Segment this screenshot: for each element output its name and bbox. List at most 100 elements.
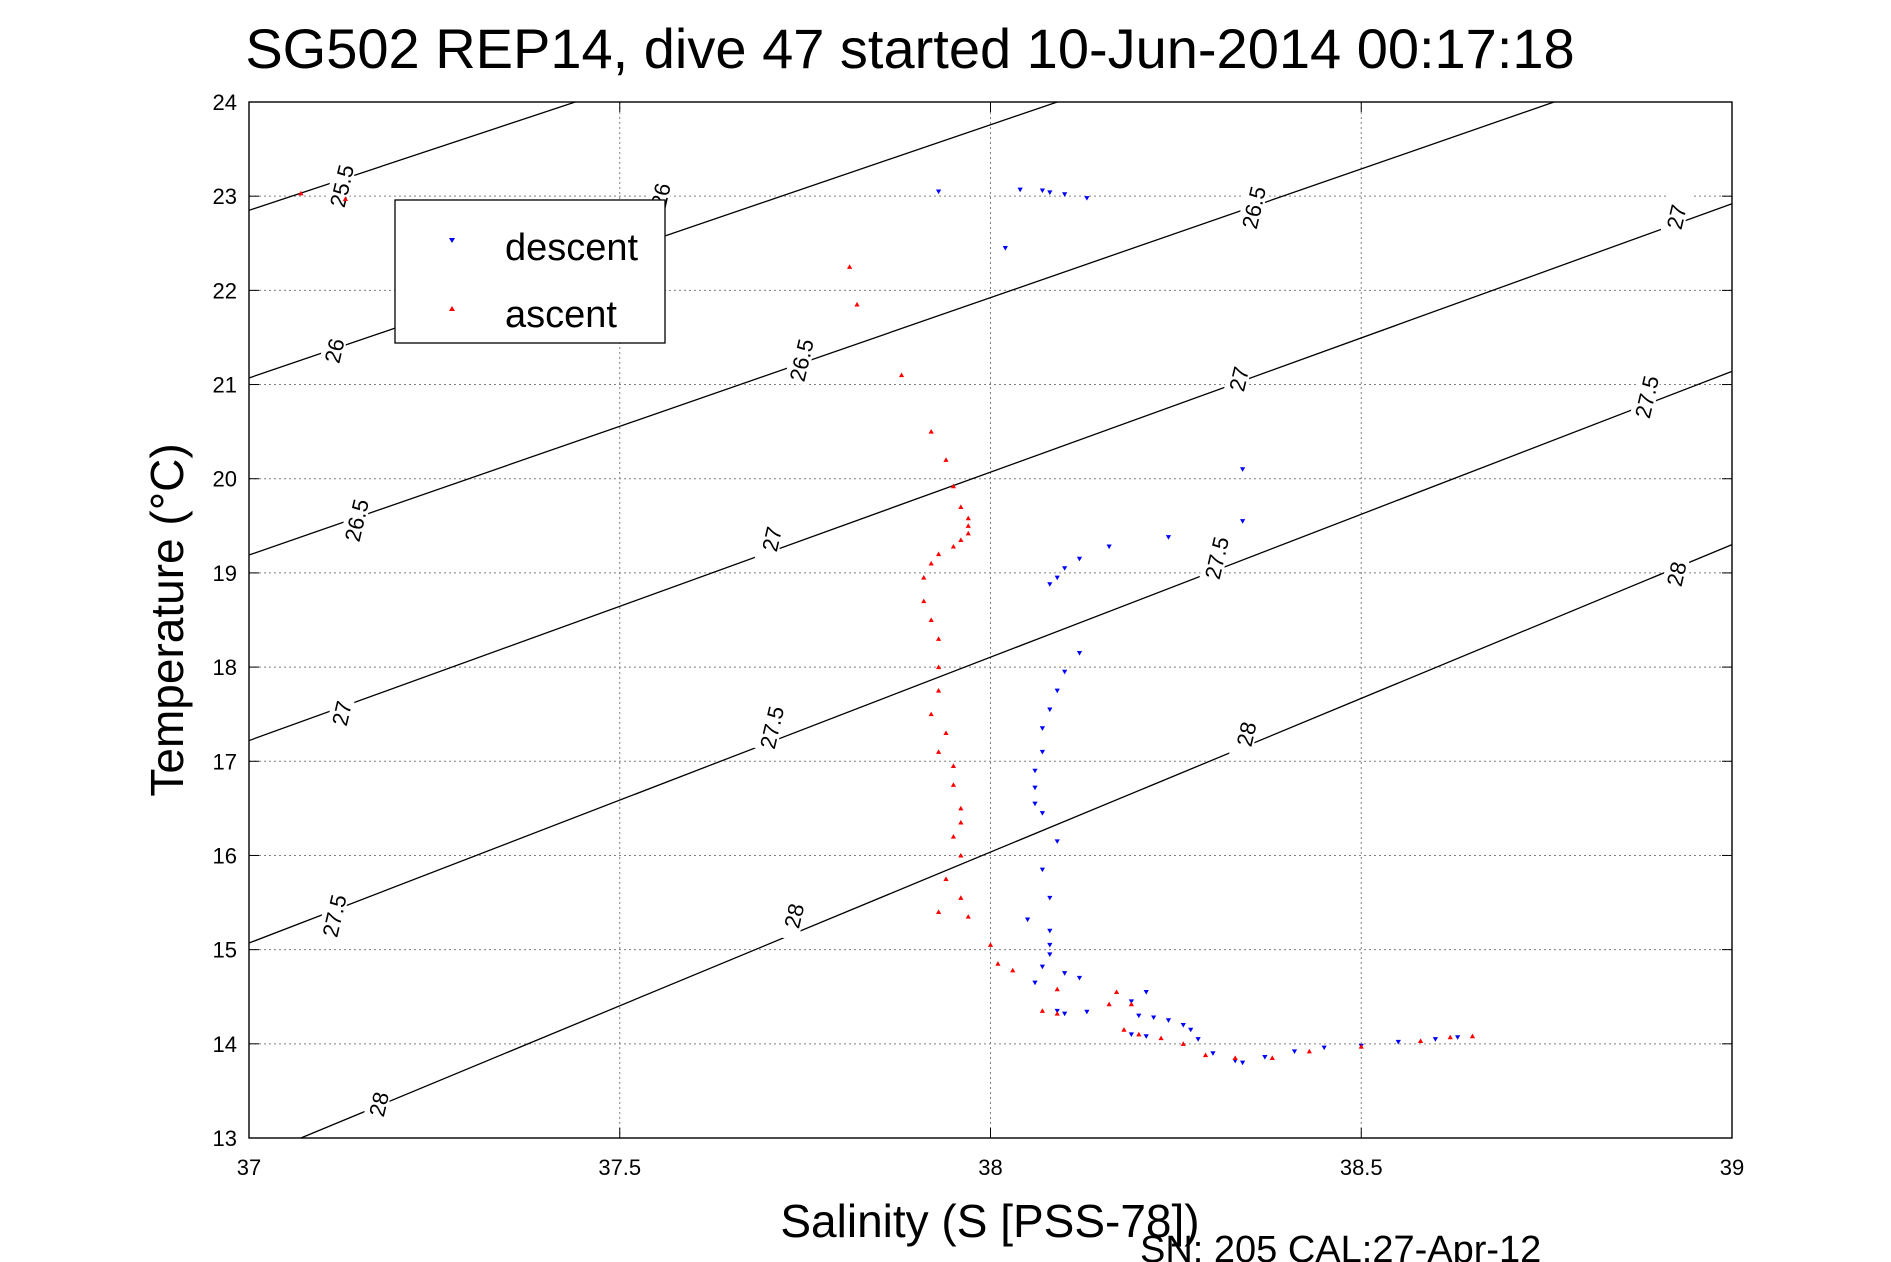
contour-label: 28 <box>361 1078 394 1130</box>
descent-point <box>1151 1015 1157 1021</box>
contour-label-gap <box>361 1078 394 1130</box>
descent-point <box>1395 1039 1401 1045</box>
series-descent <box>935 187 1461 1066</box>
ascent-point <box>965 914 971 919</box>
descent-point <box>1002 245 1008 251</box>
density-contour-27 <box>248 203 1733 742</box>
contour-label: 28 <box>776 889 809 942</box>
descent-point <box>1039 726 1046 731</box>
descent-point <box>1195 1037 1201 1042</box>
ascent-point <box>1158 1035 1164 1041</box>
descent-point <box>1136 1013 1142 1019</box>
ascent-point <box>1054 1011 1060 1016</box>
descent-point <box>1039 867 1046 873</box>
descent-point <box>1262 1055 1268 1060</box>
descent-point <box>1084 1009 1090 1015</box>
y-tick-label: 21 <box>213 373 237 398</box>
contour-label-gap <box>1221 352 1254 405</box>
ascent-point <box>1106 1001 1112 1007</box>
y-tick-label: 19 <box>213 561 237 586</box>
descent-point <box>1062 566 1068 571</box>
descent-point <box>1047 895 1053 901</box>
x-tick-label: 38 <box>978 1155 1002 1180</box>
ascent-point <box>950 483 957 489</box>
ascent-point <box>935 688 942 693</box>
ascent-point <box>943 457 949 462</box>
contour-label: 27 <box>1221 352 1254 405</box>
contour-label-text: 27 <box>1224 364 1254 394</box>
contour-label: 27 <box>754 512 787 565</box>
ascent-point <box>1232 1055 1238 1060</box>
ascent-point <box>958 852 964 858</box>
ascent-point <box>958 819 964 825</box>
ascent-point <box>958 805 964 811</box>
descent-point <box>1017 187 1023 193</box>
data-points <box>298 187 1476 1066</box>
contour-label-text: 26 <box>320 336 350 366</box>
legend-marker-descent <box>449 238 455 243</box>
descent-point <box>1076 556 1083 562</box>
ascent-point <box>965 523 971 528</box>
y-tick-labels: 13 14 15 16 17 18 19 20 21 22 23 24 <box>213 90 237 1151</box>
descent-point <box>1054 688 1060 694</box>
descent-point <box>1039 964 1046 970</box>
y-tick-label: 14 <box>213 1032 237 1057</box>
contour-label-text: 27 <box>1662 202 1692 232</box>
descent-point <box>1062 971 1068 976</box>
ascent-point <box>950 834 957 839</box>
descent-point <box>1039 749 1046 755</box>
density-contour-25.5 <box>248 101 576 211</box>
descent-point <box>1062 192 1068 197</box>
ascent-point <box>1054 986 1060 992</box>
contour-label-gap <box>1629 370 1662 423</box>
contour-label-gap <box>1659 190 1692 243</box>
contour-label-gap <box>324 687 357 739</box>
y-tick-label: 13 <box>213 1126 237 1151</box>
ascent-point <box>987 942 994 947</box>
ascent-point <box>847 264 853 269</box>
series-ascent <box>298 190 1476 1060</box>
contour-label-gap <box>754 701 787 754</box>
ascent-point <box>928 617 934 622</box>
density-contour-28 <box>300 544 1733 1139</box>
descent-point <box>1084 196 1090 201</box>
ascent-point <box>1180 1041 1186 1046</box>
descent-point <box>1143 1034 1149 1039</box>
descent-point <box>1047 942 1053 948</box>
ascent-point <box>958 537 964 542</box>
ascent-point <box>950 543 957 549</box>
descent-point <box>1291 1049 1298 1054</box>
descent-point <box>1210 1051 1216 1056</box>
descent-point <box>1047 707 1053 713</box>
descent-point <box>1240 519 1246 524</box>
ascent-point <box>950 782 957 787</box>
contour-label: 28 <box>1228 707 1262 760</box>
ascent-point <box>921 575 927 580</box>
legend-label-descent: descent <box>505 227 639 269</box>
ascent-point <box>298 190 304 196</box>
descent-point <box>1047 928 1053 934</box>
legend: descent ascent <box>394 199 666 344</box>
contour-label-text: 27 <box>327 699 357 729</box>
descent-point <box>1188 1027 1194 1033</box>
x-tick-label: 39 <box>1720 1155 1744 1180</box>
chart-title: SG502 REP14, dive 47 started 10-Jun-2014… <box>245 17 1574 80</box>
ascent-point <box>1039 1008 1046 1013</box>
density-contour-26.5 <box>248 101 1555 556</box>
legend-box <box>394 199 666 344</box>
ascent-point <box>958 895 964 900</box>
contour-label: 26 <box>316 324 350 377</box>
ascent-point <box>1202 1052 1209 1058</box>
ascent-point <box>928 429 934 434</box>
ascent-point <box>935 749 942 754</box>
contour-label-gap <box>316 324 350 377</box>
descent-point <box>1180 1022 1186 1028</box>
y-tick-label: 24 <box>213 90 237 115</box>
tick-marks <box>248 101 1733 1139</box>
contour-label-gap <box>324 159 357 212</box>
ascent-point <box>1113 989 1120 995</box>
descent-point <box>1240 467 1246 472</box>
contour-label-gap <box>1236 181 1269 234</box>
ascent-point <box>1469 1033 1476 1039</box>
